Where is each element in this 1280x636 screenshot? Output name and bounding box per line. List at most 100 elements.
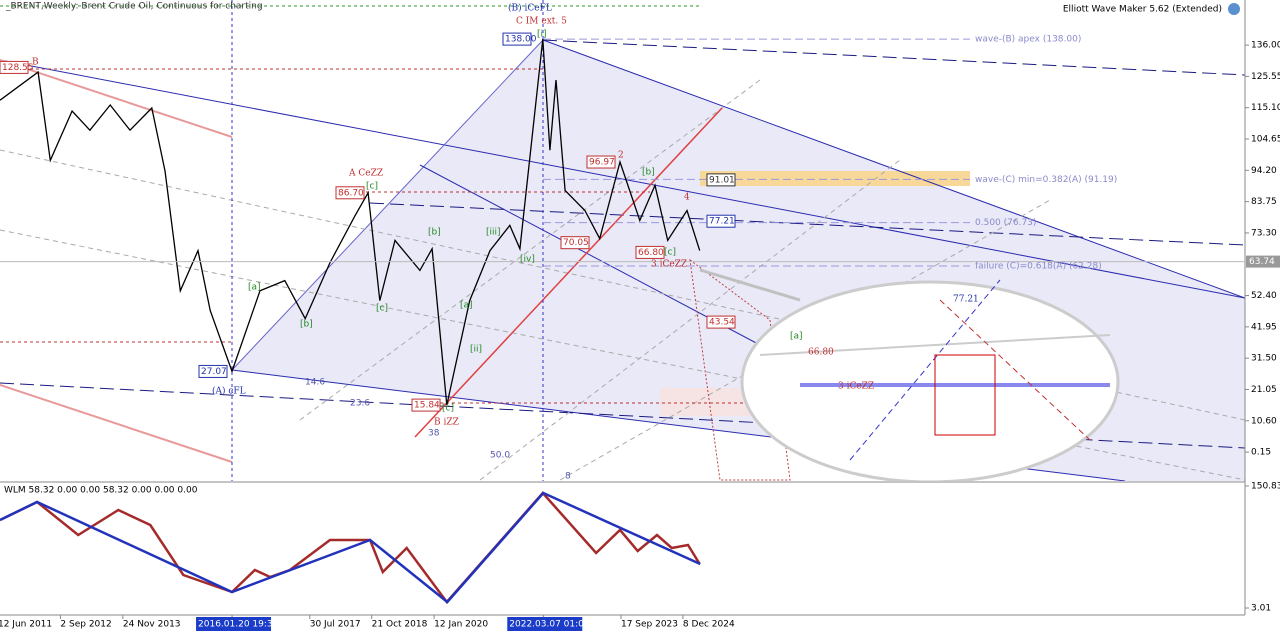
- y-tick-label: 136.00: [1251, 41, 1280, 51]
- y-tick-label: 3.01: [1251, 604, 1271, 614]
- wave-label: (A) cFL: [212, 386, 246, 397]
- y-tick-label: 104.65: [1251, 135, 1280, 145]
- wave-label: [a]: [460, 301, 473, 311]
- price-box-label: 43.54: [709, 318, 735, 328]
- y-tick-label: 31.50: [1251, 354, 1277, 364]
- y-tick-label: 10.60: [1251, 416, 1277, 426]
- wave-label: 3 iCeZZ: [651, 260, 687, 270]
- zoom-line: [849, 279, 1001, 461]
- price-box-label: 27.07: [201, 367, 227, 377]
- red-line: [414, 107, 723, 438]
- y-tick-label: 94.20: [1251, 166, 1277, 176]
- wave-label: 3 iCeZZ: [838, 382, 874, 392]
- price-box-label: 66.80: [638, 248, 664, 258]
- level-label: failure (C)=0.618(A) (62.28): [975, 261, 1102, 271]
- price-box: [706, 214, 736, 228]
- price-box-label: 70.05: [563, 238, 589, 248]
- wave-label: [a]: [790, 332, 803, 342]
- x-tick-label: 30 Jul 2017: [310, 620, 361, 630]
- x-tick-label: 2 Sep 2012: [60, 620, 111, 630]
- price-box: [635, 245, 665, 259]
- price-box: [560, 236, 590, 250]
- wave-label: C IM ext. 5: [516, 17, 567, 27]
- y-tick-label: 41.95: [1251, 322, 1277, 332]
- projection-line: [542, 39, 1245, 76]
- wave-label: [b]: [428, 228, 441, 238]
- wave-label: 38: [428, 429, 440, 439]
- zoom-pointer: [699, 268, 801, 302]
- x-tick-label: 24 Nov 2013: [123, 620, 181, 630]
- y-tick-label: 52.40: [1251, 291, 1277, 301]
- price-box-label: 15.84: [414, 401, 440, 411]
- wave-label: [c]: [366, 182, 378, 192]
- indicator-line: [0, 491, 701, 604]
- price-box: [502, 32, 532, 46]
- wave-label: 14.6: [305, 378, 325, 388]
- wave-label: A CeZZ: [348, 169, 383, 179]
- x-tick-label: 8 Dec 2024: [683, 620, 735, 630]
- wave-label: [b]: [300, 320, 313, 330]
- indicator-title: WLM 58.32 0.00 0.00 58.32 0.00 0.00 0.00: [4, 486, 198, 496]
- price-box: [198, 364, 228, 378]
- level-label: wave-(B) apex (138.00): [975, 35, 1081, 45]
- chart-subtitle: Elliott Wave Maker 5.62 (Extended): [1063, 5, 1222, 15]
- wave-label: [c]: [376, 304, 388, 314]
- x-tick-label: 21 Oct 2018: [372, 620, 428, 630]
- price-box: [706, 315, 736, 329]
- price-box: [586, 155, 616, 169]
- wave-label: [i]: [537, 30, 547, 40]
- wave-label: (B) iCeFL: [508, 3, 552, 14]
- plot: [0, 38, 1245, 406]
- level-label: 0.500 (76.73): [975, 218, 1036, 228]
- x-tick-highlight: [507, 617, 583, 631]
- channel-line: [231, 39, 544, 371]
- wave-label: [a]: [248, 283, 261, 293]
- level-label: wave-(C) min=0.382(A) (91.19): [975, 175, 1117, 185]
- wave-label: 77.21: [953, 295, 979, 305]
- projection-line: [0, 382, 1245, 449]
- wave-label: 4: [684, 193, 690, 203]
- wave-label: [c]: [664, 248, 676, 258]
- zoom-lens: [740, 280, 1120, 481]
- price-box-label: 86.70: [338, 188, 364, 198]
- x-tick-highlight: [196, 617, 272, 631]
- decor: [0, 0, 1245, 481]
- price-box: [335, 186, 365, 200]
- wave-label: 66.80: [808, 348, 834, 358]
- fib-line: [0, 229, 1245, 481]
- wave-label: 50.0: [490, 451, 510, 461]
- pink-line: [0, 59, 233, 138]
- fib-line: [479, 159, 901, 481]
- y-tick-label: 21.05: [1251, 385, 1277, 395]
- zoom-box: [934, 354, 996, 436]
- logo: [1228, 3, 1240, 15]
- y-tick-label: 125.55: [1251, 72, 1280, 82]
- wave-label: [b]: [642, 168, 655, 178]
- wave-label: [iii]: [486, 228, 501, 238]
- zone: [660, 388, 750, 416]
- target-band: [700, 171, 970, 186]
- current-price-label: 63.74: [1249, 257, 1275, 267]
- wave-label: B iZZ: [434, 418, 459, 428]
- channel-line: [419, 164, 761, 346]
- x-tick-label: 2022.03.07 01:00: [509, 620, 590, 630]
- y-tick-label: 73.30: [1251, 228, 1277, 238]
- price-box-label: 128.55: [2, 63, 34, 73]
- x-tick-label: 12 Jun 2011: [0, 620, 52, 630]
- price-box-label: 96.97: [589, 158, 615, 168]
- price-box-label: 91.01: [709, 175, 735, 185]
- wave-label: 23.6: [350, 399, 370, 409]
- x-tick-label: 17 Sep 2023: [621, 620, 678, 630]
- projection-fan: [689, 258, 791, 481]
- pink-line: [0, 384, 233, 463]
- wave-label: [ii]: [470, 345, 482, 355]
- x-tick-label: 2016.01.20 19:30: [198, 620, 279, 630]
- price-box: [706, 173, 736, 187]
- zoom-line: [759, 334, 1111, 356]
- price-box-label: 138.00: [505, 35, 537, 45]
- y-tick-label: 83.75: [1251, 197, 1277, 207]
- wave-label: [iv]: [520, 255, 535, 265]
- zoom-line: [939, 299, 1091, 441]
- price-box: [0, 60, 29, 74]
